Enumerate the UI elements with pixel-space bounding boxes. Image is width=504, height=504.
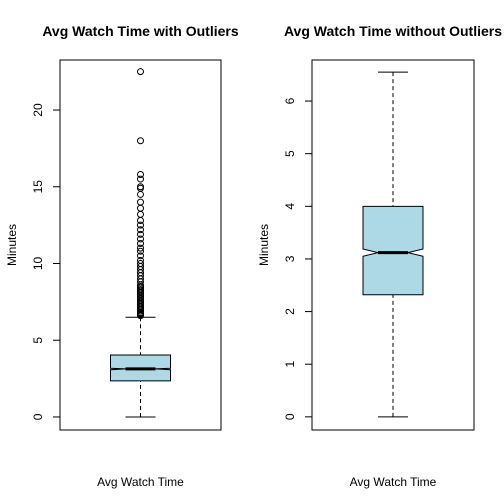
y-tick-label: 5 bbox=[31, 337, 45, 344]
chart-title: Avg Watch Time with Outliers bbox=[42, 23, 239, 39]
outlier bbox=[137, 256, 144, 264]
y-tick-label: 3 bbox=[283, 255, 297, 262]
outlier bbox=[137, 170, 144, 178]
outlier bbox=[137, 235, 144, 243]
outlier bbox=[137, 226, 144, 234]
outlier bbox=[137, 68, 144, 76]
outlier bbox=[137, 204, 144, 212]
y-tick-label: 4 bbox=[283, 203, 297, 210]
x-axis-label: Avg Watch Time bbox=[97, 475, 184, 489]
y-tick-label: 1 bbox=[283, 361, 297, 368]
outlier bbox=[137, 175, 144, 183]
outlier bbox=[137, 190, 144, 198]
y-tick-label: 5 bbox=[283, 150, 297, 157]
y-tick-label: 15 bbox=[31, 180, 45, 194]
y-tick-label: 2 bbox=[283, 308, 297, 315]
y-tick-label: 6 bbox=[283, 97, 297, 104]
outlier bbox=[137, 247, 144, 255]
outlier bbox=[137, 221, 144, 229]
y-axis-label: Minutes bbox=[5, 224, 19, 266]
y-tick-label: 20 bbox=[31, 103, 45, 117]
y-axis-label: Minutes bbox=[257, 224, 271, 266]
x-axis-label: Avg Watch Time bbox=[350, 475, 437, 489]
outlier bbox=[137, 137, 144, 145]
outlier bbox=[137, 259, 144, 267]
outlier bbox=[137, 252, 144, 260]
outlier bbox=[137, 210, 144, 218]
box bbox=[362, 205, 424, 296]
y-tick-label: 10 bbox=[31, 256, 45, 270]
outlier bbox=[137, 244, 144, 252]
outlier bbox=[137, 230, 144, 238]
y-tick-label: 0 bbox=[31, 413, 45, 420]
chart-title: Avg Watch Time without Outliers bbox=[284, 23, 502, 39]
outlier bbox=[137, 240, 144, 248]
outlier bbox=[137, 183, 144, 191]
outlier bbox=[137, 198, 144, 206]
y-tick-label: 0 bbox=[283, 413, 297, 420]
